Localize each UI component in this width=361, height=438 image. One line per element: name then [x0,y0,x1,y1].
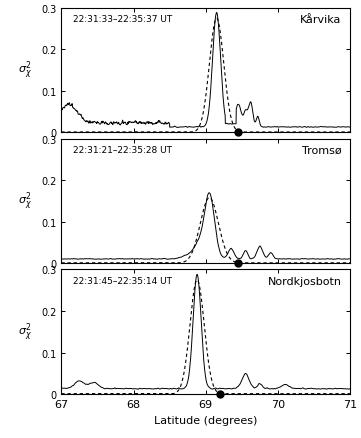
Text: Tromsø: Tromsø [302,145,342,155]
Text: 22:31:21–22:35:28 UT: 22:31:21–22:35:28 UT [73,145,172,155]
Text: 22:31:33–22:35:37 UT: 22:31:33–22:35:37 UT [73,15,172,24]
Y-axis label: $\sigma_\chi^2$: $\sigma_\chi^2$ [18,191,31,212]
Y-axis label: $\sigma_\chi^2$: $\sigma_\chi^2$ [18,321,31,343]
Text: Kårvika: Kårvika [300,15,342,25]
X-axis label: Latitude (degrees): Latitude (degrees) [154,415,257,424]
Text: Nordkjosbotn: Nordkjosbotn [268,276,342,286]
Y-axis label: $\sigma_\chi^2$: $\sigma_\chi^2$ [18,60,31,82]
Text: 22:31:45–22:35:14 UT: 22:31:45–22:35:14 UT [73,276,172,285]
